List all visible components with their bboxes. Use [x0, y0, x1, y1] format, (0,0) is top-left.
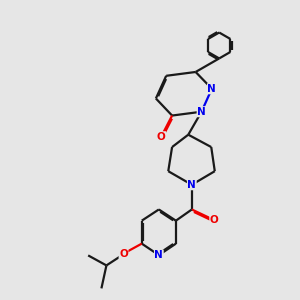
- Text: O: O: [210, 215, 219, 225]
- Text: N: N: [188, 180, 196, 190]
- Text: O: O: [157, 132, 166, 142]
- Text: N: N: [208, 84, 216, 94]
- Text: N: N: [197, 107, 206, 117]
- Text: N: N: [154, 250, 163, 260]
- Text: O: O: [119, 249, 128, 259]
